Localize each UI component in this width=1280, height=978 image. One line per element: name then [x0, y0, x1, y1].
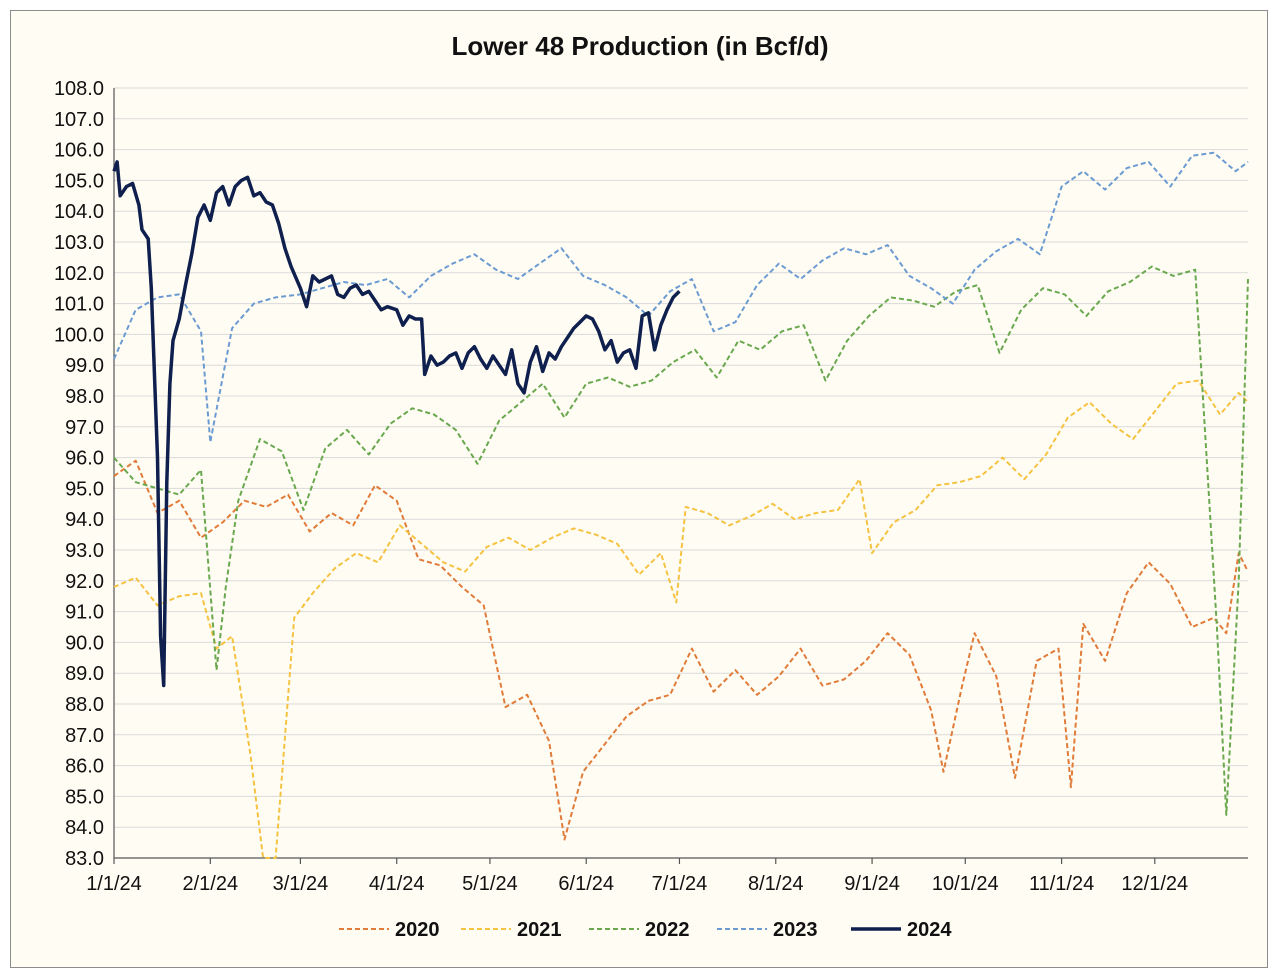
- legend-label-2021: 2021: [517, 919, 562, 941]
- y-tick-label: 106.0: [54, 140, 104, 162]
- y-tick-label: 100.0: [54, 324, 104, 346]
- x-tick-label: 10/1/24: [932, 873, 999, 895]
- y-tick-label: 92.0: [65, 571, 104, 593]
- legend-label-2020: 2020: [395, 919, 440, 941]
- y-tick-label: 101.0: [54, 294, 104, 316]
- x-tick-label: 1/1/24: [86, 873, 142, 895]
- y-tick-label: 89.0: [65, 663, 104, 685]
- x-tick-label: 11/1/24: [1029, 873, 1094, 895]
- axes: [113, 88, 1248, 859]
- y-tick-label: 105.0: [54, 170, 104, 192]
- y-tick-label: 86.0: [65, 756, 104, 778]
- x-axis-ticks: 1/1/24 2/1/24 3/1/24 4/1/24 5/1/24 6/1/24 7/1/…: [86, 858, 1188, 895]
- y-tick-label: 104.0: [54, 201, 104, 223]
- y-tick-label: 93.0: [65, 540, 104, 562]
- series-line-2024: [112, 160, 681, 688]
- legend-label-2024: 2024: [907, 919, 952, 941]
- x-tick-label: 3/1/24: [273, 873, 329, 895]
- y-tick-label: 96.0: [65, 448, 104, 470]
- series-line-2020: [113, 459, 1249, 841]
- series-lines: [112, 151, 1249, 859]
- y-tick-label: 85.0: [65, 786, 104, 808]
- x-tick-label: 8/1/24: [748, 873, 804, 895]
- chart-canvas: Lower 48 Production (in Bcf/d) 83.084.08…: [54, 31, 1249, 941]
- y-axis-ticks: 83.0 84.0 85.0 86.0 87.0 88.0 89.0 90.0 91.0 92.0…: [54, 78, 104, 870]
- y-tick-label: 91.0: [65, 602, 104, 624]
- y-tick-label: 88.0: [65, 694, 104, 716]
- y-tick-label: 84.0: [65, 817, 104, 839]
- series-line-2021: [113, 379, 1249, 859]
- legend-label-2023: 2023: [773, 919, 818, 941]
- gridlines: [114, 87, 1248, 859]
- legend-label-2022: 2022: [645, 919, 690, 941]
- x-tick-label: 2/1/24: [183, 873, 239, 895]
- x-tick-label: 12/1/24: [1121, 873, 1188, 895]
- y-tick-label: 99.0: [65, 355, 104, 377]
- y-tick-label: 98.0: [65, 386, 104, 408]
- y-tick-label: 95.0: [65, 478, 104, 500]
- x-tick-label: 5/1/24: [462, 873, 518, 895]
- chart-area: Lower 48 Production (in Bcf/d) 83.0 84.0 8…: [10, 10, 1268, 968]
- y-tick-label: 107.0: [54, 109, 104, 131]
- y-tick-label: 102.0: [54, 263, 104, 285]
- x-tick-label: 9/1/24: [844, 873, 900, 895]
- series-line-2023: [113, 151, 1249, 444]
- x-tick-label: 7/1/24: [652, 873, 708, 895]
- x-tick-label: 6/1/24: [558, 873, 614, 895]
- y-tick-label: 83.0: [65, 848, 104, 870]
- series-line-2022: [113, 265, 1249, 816]
- y-tick-label: 97.0: [65, 417, 104, 439]
- x-tick-label: 4/1/24: [369, 873, 425, 895]
- chart-title: Lower 48 Production (in Bcf/d): [451, 31, 828, 61]
- y-tick-label: 90.0: [65, 632, 104, 654]
- y-tick-label: 103.0: [54, 232, 104, 254]
- y-tick-label: 87.0: [65, 725, 104, 747]
- y-tick-label: 94.0: [65, 509, 104, 531]
- y-tick-label: 108.0: [54, 78, 104, 100]
- legend: 2020 2021 2022 2023 2024: [339, 919, 952, 941]
